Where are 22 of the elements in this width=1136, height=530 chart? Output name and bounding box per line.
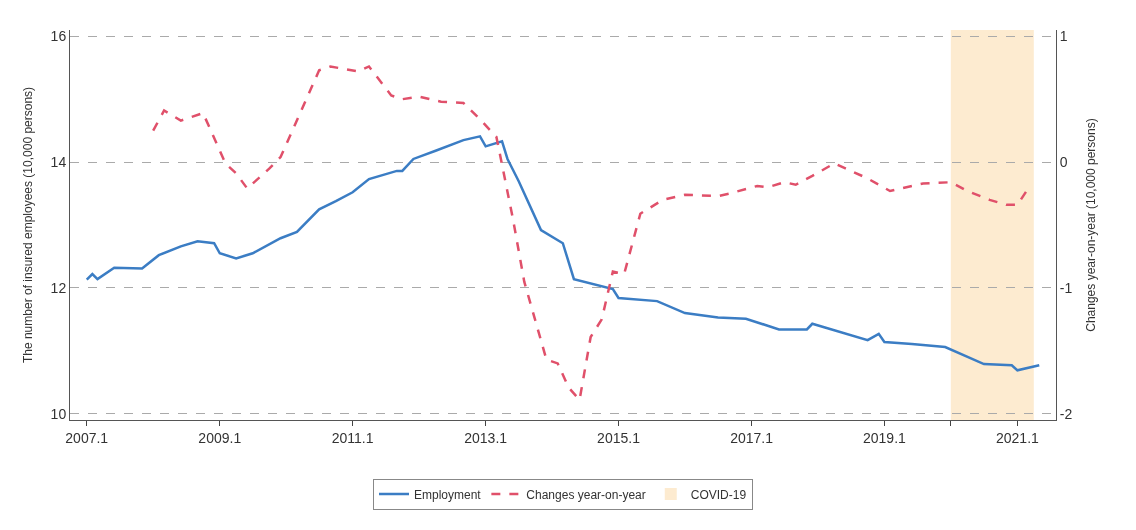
legend-label: Changes year-on-year [526, 487, 646, 502]
legend-label: COVID-19 [690, 487, 747, 502]
line-series [85, 135, 1041, 372]
x-tick-label: 2017.1 [730, 429, 774, 446]
x-tick-label: 2021.1 [996, 429, 1040, 446]
x-tick-label: 2009.1 [198, 429, 242, 446]
y-axis-title: The number of insured employees (10,000 persons) [20, 86, 35, 364]
x-tick-label: 2007.1 [65, 429, 109, 446]
y2-tick-label: -1 [1059, 279, 1073, 296]
y-tick-label: 12 [50, 279, 67, 296]
legend-label: Employment [414, 487, 482, 502]
y-tick-label: 16 [50, 28, 67, 45]
y2-tick-label: 1 [1059, 28, 1068, 45]
x-tick-label: 2011.1 [331, 429, 374, 446]
y-tick-label: 14 [50, 154, 67, 170]
x-tick-label: 2013.1 [464, 429, 508, 446]
y2-tick-label: -2 [1059, 405, 1073, 422]
x-tick-label: 2019.1 [862, 429, 907, 446]
y-tick-label: 10 [50, 405, 67, 422]
y2-axis-title: Changes year-on-year (10,000 persons) [1084, 118, 1099, 332]
y2-tick-label: 0 [1059, 154, 1068, 170]
x-tick-label: 2015.1 [597, 429, 641, 446]
